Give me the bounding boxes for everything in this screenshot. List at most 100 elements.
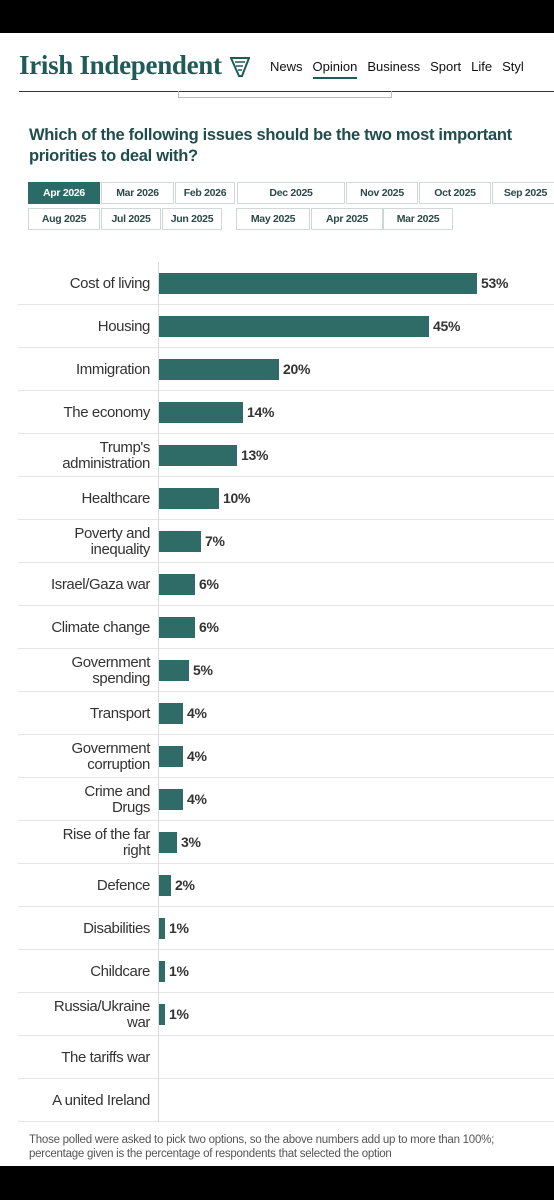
value-label: 3% bbox=[181, 834, 201, 850]
value-label: 4% bbox=[187, 705, 207, 721]
category-label: Trump's administration bbox=[62, 438, 150, 472]
value-label: 13% bbox=[241, 447, 269, 463]
bar-healthcare bbox=[159, 488, 219, 509]
nav-item-sport[interactable]: Sport bbox=[430, 59, 462, 74]
bar-trump-s-administration bbox=[159, 445, 237, 466]
nav-item-news[interactable]: News bbox=[270, 59, 303, 74]
value-label: 2% bbox=[175, 877, 195, 893]
bar-russia-ukraine-war bbox=[159, 1004, 165, 1025]
tab-feb-2026[interactable]: Feb 2026 bbox=[175, 182, 235, 204]
category-label: Crime and Drugs bbox=[84, 782, 150, 816]
bar-transport bbox=[159, 703, 183, 724]
chart-row-the-tariffs-war: The tariffs war bbox=[18, 1036, 554, 1079]
poll-bar-chart: Cost of living 53% Housing 45% Immigration 20… bbox=[0, 262, 554, 1122]
chart-row-immigration: Immigration 20% bbox=[18, 348, 554, 391]
bar-track: 3% bbox=[158, 821, 554, 864]
category-label: Healthcare bbox=[81, 489, 150, 507]
nav-item-styl[interactable]: Styl bbox=[502, 59, 524, 74]
value-label: 45% bbox=[433, 318, 461, 334]
tab-apr-2026[interactable]: Apr 2026 bbox=[28, 182, 100, 204]
article-page: Irish Independent News Opinion Business Spo… bbox=[0, 33, 554, 1166]
category-label: Defence bbox=[96, 876, 150, 894]
bar-poverty-and-inequality bbox=[159, 531, 201, 552]
tab-oct-2025[interactable]: Oct 2025 bbox=[419, 182, 491, 204]
chart-row-the-economy: The economy 14% bbox=[18, 391, 554, 434]
category-label: Israel/Gaza war bbox=[50, 575, 150, 593]
category-label: Transport bbox=[89, 704, 150, 722]
value-label: 4% bbox=[187, 791, 207, 807]
bar-track bbox=[158, 1079, 554, 1122]
tab-may-2025[interactable]: May 2025 bbox=[236, 208, 310, 230]
bar-track: 5% bbox=[158, 649, 554, 692]
bar-track: 6% bbox=[158, 606, 554, 649]
bar-housing bbox=[159, 316, 429, 337]
chart-row-rise-of-the-far-right: Rise of the far right 3% bbox=[18, 821, 554, 864]
tab-mar-2026[interactable]: Mar 2026 bbox=[101, 182, 174, 204]
chart-row-crime-and-drugs: Crime and Drugs 4% bbox=[18, 778, 554, 821]
bar-track: 4% bbox=[158, 778, 554, 821]
chart-row-housing: Housing 45% bbox=[18, 305, 554, 348]
category-label: A united Ireland bbox=[52, 1091, 150, 1109]
bar-track: 13% bbox=[158, 434, 554, 477]
bar-track: 10% bbox=[158, 477, 554, 520]
bar-track: 4% bbox=[158, 692, 554, 735]
category-label: Housing bbox=[97, 317, 151, 335]
chart-row-transport: Transport 4% bbox=[18, 692, 554, 735]
home-indicator-bar bbox=[0, 1166, 554, 1200]
bar-government-corruption bbox=[159, 746, 183, 767]
nav-item-opinion[interactable]: Opinion bbox=[312, 59, 358, 79]
bar-track: 2% bbox=[158, 864, 554, 907]
category-label: Russia/Ukraine war bbox=[53, 997, 151, 1031]
bar-immigration bbox=[159, 359, 279, 380]
value-label: 5% bbox=[193, 662, 213, 678]
tab-mar-2025[interactable]: Mar 2025 bbox=[383, 208, 453, 230]
chart-row-healthcare: Healthcare 10% bbox=[18, 477, 554, 520]
bar-government-spending bbox=[159, 660, 189, 681]
main-nav: News Opinion Business Sport Life Styl bbox=[270, 59, 534, 79]
category-label: Government corruption bbox=[71, 739, 150, 773]
tab-sep-2025[interactable]: Sep 2025 bbox=[492, 182, 554, 204]
chart-row-russia-ukraine-war: Russia/Ukraine war 1% bbox=[18, 993, 554, 1036]
chart-row-government-spending: Government spending 5% bbox=[18, 649, 554, 692]
masthead-divider bbox=[19, 91, 554, 92]
bar-climate-change bbox=[159, 617, 195, 638]
chart-row-government-corruption: Government corruption 4% bbox=[18, 735, 554, 778]
category-label: Government spending bbox=[71, 653, 150, 687]
tab-nov-2025[interactable]: Nov 2025 bbox=[346, 182, 418, 204]
tab-apr-2025[interactable]: Apr 2025 bbox=[311, 208, 383, 230]
status-bar bbox=[0, 0, 554, 33]
value-label: 6% bbox=[199, 619, 219, 635]
chart-row-poverty-and-inequality: Poverty and inequality 7% bbox=[18, 520, 554, 563]
bar-track: 14% bbox=[158, 391, 554, 434]
site-logo[interactable]: Irish Independent bbox=[19, 50, 222, 80]
value-label: 1% bbox=[169, 1006, 189, 1022]
value-label: 20% bbox=[283, 361, 311, 377]
bar-crime-and-drugs bbox=[159, 789, 183, 810]
category-label: Immigration bbox=[76, 360, 150, 378]
bar-disabilities bbox=[159, 918, 165, 939]
poll-question: Which of the following issues should be … bbox=[29, 126, 512, 165]
value-label: 4% bbox=[187, 748, 207, 764]
tab-dec-2025[interactable]: Dec 2025 bbox=[237, 182, 345, 204]
bar-track: 6% bbox=[158, 563, 554, 606]
bar-track: 4% bbox=[158, 735, 554, 778]
bar-track: 53% bbox=[158, 262, 554, 305]
tab-aug-2025[interactable]: Aug 2025 bbox=[28, 208, 100, 230]
chart-row-trump-s-administration: Trump's administration 13% bbox=[18, 434, 554, 477]
chart-row-a-united-ireland: A united Ireland bbox=[18, 1079, 554, 1122]
bar-track: 7% bbox=[158, 520, 554, 563]
chart-row-climate-change: Climate change 6% bbox=[18, 606, 554, 649]
nav-item-life[interactable]: Life bbox=[471, 59, 493, 74]
value-label: 14% bbox=[247, 404, 275, 420]
bar-track: 45% bbox=[158, 305, 554, 348]
tab-jul-2025[interactable]: Jul 2025 bbox=[101, 208, 161, 230]
search-box[interactable] bbox=[178, 91, 392, 98]
category-label: The economy bbox=[63, 403, 151, 421]
bar-defence bbox=[159, 875, 171, 896]
chart-row-israel-gaza-war: Israel/Gaza war 6% bbox=[18, 563, 554, 606]
nav-item-business[interactable]: Business bbox=[367, 59, 421, 74]
tab-jun-2025[interactable]: Jun 2025 bbox=[162, 208, 222, 230]
value-label: 53% bbox=[481, 275, 509, 291]
category-label: Cost of living bbox=[69, 274, 151, 292]
bar-track bbox=[158, 1036, 554, 1079]
